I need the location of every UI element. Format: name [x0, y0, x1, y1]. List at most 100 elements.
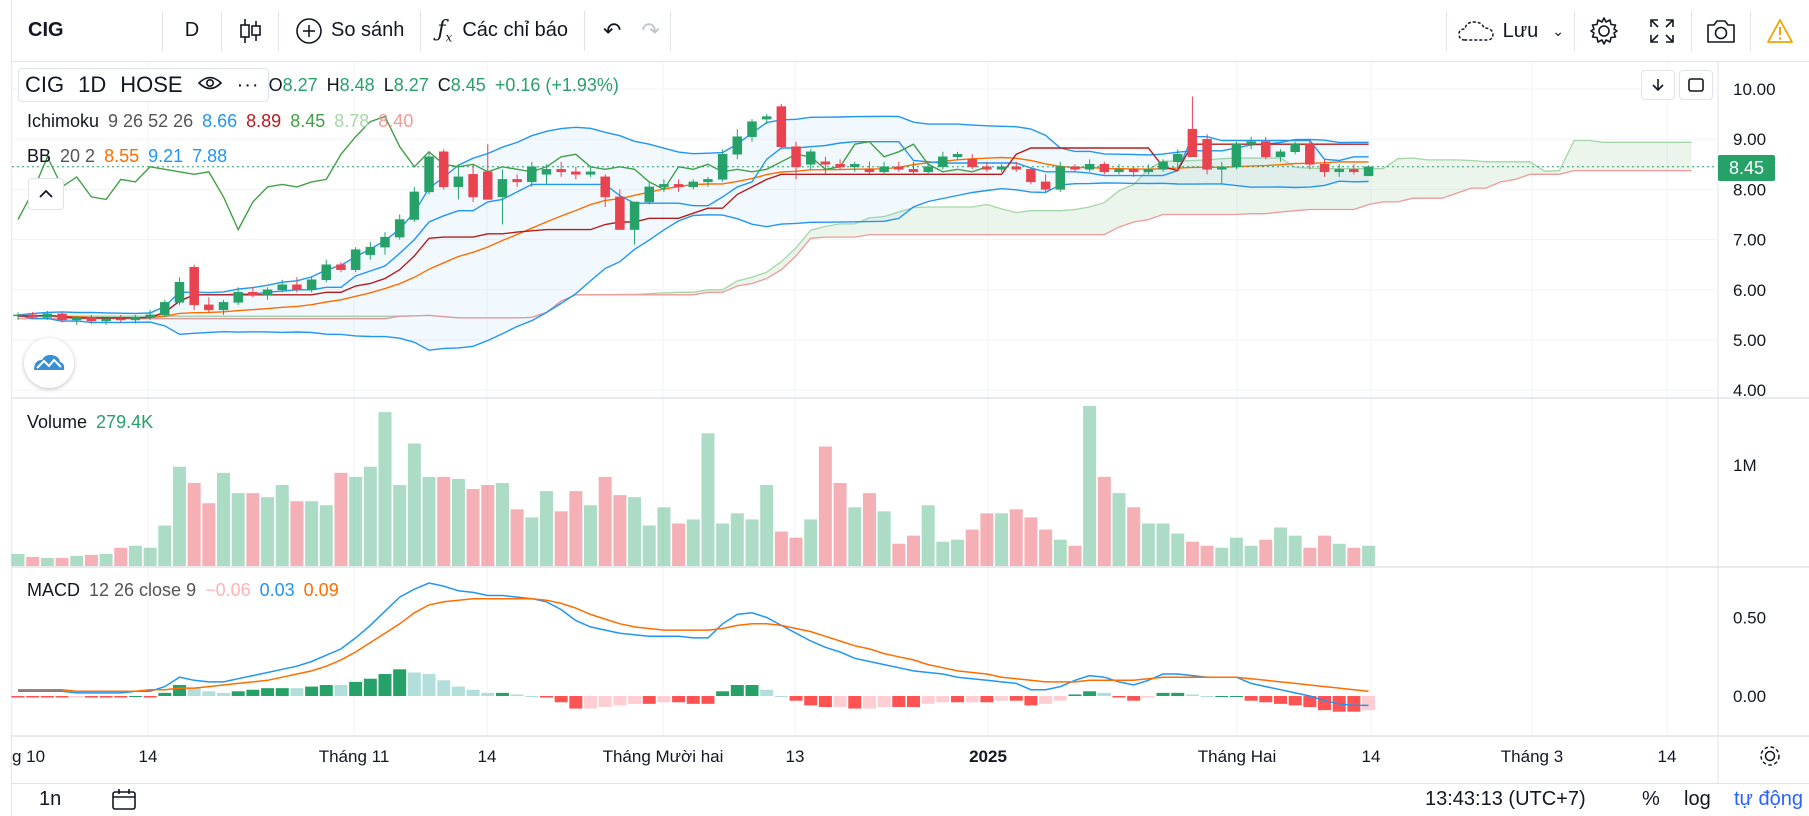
- volume-bar: [598, 476, 612, 566]
- bb-legend[interactable]: BB 20 2 8.55 9.21 7.88: [27, 146, 236, 167]
- candle: [894, 166, 904, 170]
- candle: [1099, 164, 1110, 173]
- time-axis-label: Tháng Mười hai: [603, 747, 724, 766]
- undo-button[interactable]: ↶: [585, 0, 631, 62]
- save-label: Lưu: [1502, 19, 1539, 42]
- candle: [1217, 166, 1227, 170]
- candle: [600, 176, 610, 198]
- macd-legend[interactable]: MACD 12 26 close 9 −0.06 0.03 0.09: [27, 580, 348, 601]
- more-icon[interactable]: ···: [236, 73, 260, 96]
- macd-histogram-bar: [1127, 696, 1141, 701]
- macd-histogram-bar: [980, 696, 994, 703]
- scroll-to-latest-button[interactable]: [1641, 70, 1675, 100]
- volume-bar: [906, 535, 920, 566]
- macd-histogram-bar: [1200, 696, 1214, 697]
- brand-logo[interactable]: [24, 338, 74, 388]
- macd-histogram-bar: [437, 680, 451, 696]
- alert-button[interactable]: [1751, 0, 1809, 62]
- screenshot-button[interactable]: [1692, 0, 1750, 62]
- eye-icon[interactable]: [197, 72, 223, 98]
- ohlc-low: L8.27: [384, 75, 429, 96]
- camera-icon: [1707, 20, 1735, 43]
- macd-histogram-bar: [1112, 696, 1126, 698]
- ichimoku-span-a: [18, 139, 1692, 319]
- volume-bar: [172, 466, 186, 566]
- ichimoku-cloud: [18, 140, 1692, 319]
- candle: [1305, 143, 1315, 165]
- price-axis-label: 6.00: [1733, 281, 1766, 300]
- bb-upper-value: 9.21: [148, 146, 184, 166]
- maximize-pane-button[interactable]: [1679, 70, 1713, 100]
- bb-lower-value: 7.88: [192, 146, 228, 166]
- candle: [336, 264, 346, 270]
- clock[interactable]: 13:43:13 (UTC+7): [1425, 788, 1586, 810]
- macd-histogram-bar: [965, 696, 979, 703]
- open-value: 8.27: [282, 74, 318, 95]
- chart-type-button[interactable]: [222, 0, 278, 62]
- macd-histogram-bar: [26, 696, 40, 698]
- axis-settings-icon[interactable]: [1760, 746, 1780, 766]
- high-label: H: [326, 74, 340, 95]
- macd-histogram-bar: [393, 669, 407, 696]
- auto-scale-toggle[interactable]: tự động: [1734, 788, 1803, 810]
- save-button[interactable]: Lưu ⌄: [1447, 0, 1574, 62]
- candle: [747, 121, 757, 137]
- volume-bar: [672, 523, 686, 566]
- volume-bar: [1244, 545, 1258, 566]
- compare-button[interactable]: So sánh: [279, 0, 420, 62]
- ichimoku-span-a-value: 8.78: [334, 111, 370, 131]
- volume-bar: [760, 485, 774, 566]
- symbol-search-button[interactable]: CIG: [28, 19, 64, 41]
- macd-histogram-bar: [1083, 691, 1097, 696]
- volume-bar: [1171, 533, 1185, 566]
- ichimoku-base-line: [17, 143, 1369, 319]
- macd-histogram-bar: [290, 688, 304, 696]
- macd-histogram-bar: [613, 696, 627, 706]
- macd-histogram-bar: [246, 689, 260, 696]
- volume-bar: [848, 507, 862, 566]
- gear-teeth: [1760, 746, 1780, 766]
- macd-histogram-bar: [789, 696, 803, 701]
- candle: [27, 314, 38, 318]
- macd-histogram-bar: [906, 696, 920, 707]
- log-toggle[interactable]: log: [1684, 788, 1711, 810]
- volume-bar: [862, 493, 876, 566]
- redo-button[interactable]: ↷: [631, 0, 669, 62]
- macd-line-value: 0.03: [259, 580, 295, 600]
- range-1n-button[interactable]: 1n: [39, 788, 62, 810]
- volume-bar: [965, 529, 979, 566]
- candle: [1261, 141, 1271, 158]
- time-axis-label: Tháng Hai: [1198, 747, 1276, 766]
- separator: [1750, 11, 1751, 51]
- time-axis-label: 14: [478, 747, 497, 766]
- price-axis-label: 10.00: [1733, 80, 1776, 99]
- fullscreen-button[interactable]: [1633, 0, 1691, 62]
- volume-bar: [1097, 476, 1111, 566]
- candle: [1026, 169, 1036, 183]
- volume-bar: [642, 525, 656, 566]
- volume-legend[interactable]: Volume 279.4K: [27, 412, 162, 433]
- interval-button[interactable]: D: [184, 19, 200, 41]
- volume-pane: [11, 406, 1376, 566]
- volume-bar: [305, 501, 319, 566]
- candle: [233, 292, 243, 303]
- macd-histogram-bar: [451, 686, 465, 696]
- indicators-button[interactable]: ƒx Các chỉ báo: [421, 0, 584, 62]
- goto-date-button[interactable]: [110, 787, 138, 816]
- symbol-legend[interactable]: CIG 1D HOSE ···: [18, 68, 269, 102]
- macd-histogram-bar: [187, 688, 201, 696]
- ichimoku-legend[interactable]: Ichimoku 9 26 52 26 8.66 8.89 8.45 8.78 …: [27, 111, 422, 132]
- volume-bar: [584, 505, 598, 566]
- collapse-legend-button[interactable]: [28, 178, 64, 210]
- macd-histogram-bar: [1362, 696, 1376, 711]
- volume-bar: [1215, 547, 1229, 566]
- candle: [1275, 151, 1286, 158]
- time-axis-label: 14: [139, 747, 158, 766]
- separator: [221, 10, 222, 51]
- volume-bar: [951, 539, 965, 566]
- settings-button[interactable]: [1575, 0, 1633, 62]
- volume-bar: [407, 443, 421, 566]
- percent-toggle[interactable]: %: [1642, 788, 1660, 810]
- volume-bar: [539, 491, 553, 566]
